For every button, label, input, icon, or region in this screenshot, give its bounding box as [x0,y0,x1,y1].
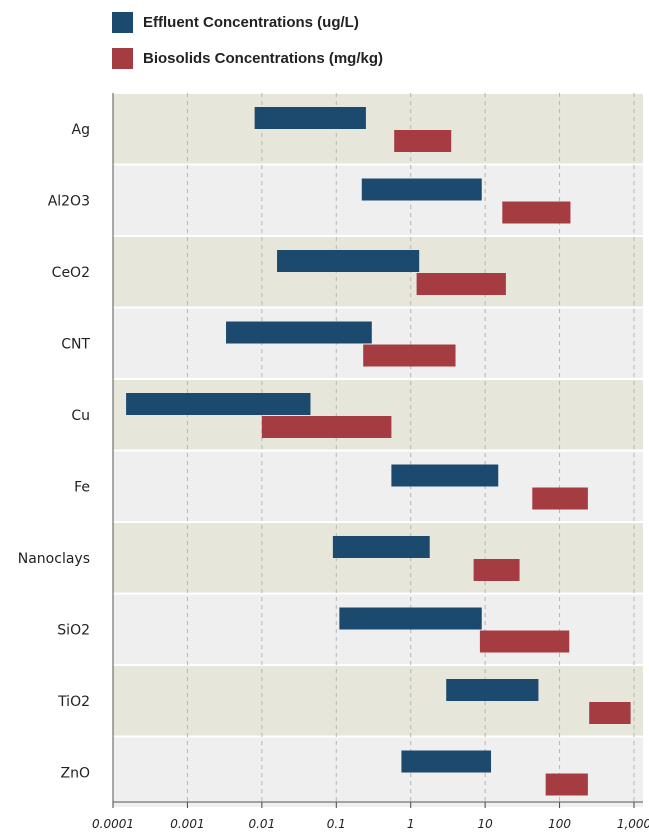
category-label: Nanoclays [18,551,90,567]
effluent-bar [226,321,372,344]
effluent-bar [277,250,420,272]
biosolids-bar [589,702,631,724]
biosolids-bar [545,773,588,796]
x-tick-label: 10 [478,817,494,831]
legend-item-biosolids: Biosolids Concentrations (mg/kg) [112,44,383,72]
effluent-bar [361,178,482,201]
row-band [113,451,643,521]
effluent-bar [391,464,499,487]
x-tick-label: 0.001 [170,817,204,831]
row-band [113,666,643,736]
legend-swatch-effluent [112,11,133,33]
category-label: Cu [71,408,90,424]
effluent-bar [126,393,311,415]
row-band [113,737,643,807]
category-label: CNT [61,336,90,352]
biosolids-bar [473,559,520,581]
row-band [113,308,643,378]
legend-item-effluent: Effluent Concentrations (ug/L) [112,8,383,36]
x-tick-label: 1,000 [617,817,649,831]
x-tick-label: 0.01 [248,817,275,831]
row-band [113,94,643,164]
effluent-bar [332,536,430,558]
category-label: CeO2 [52,265,90,281]
chart-legend: Effluent Concentrations (ug/L) Biosolids… [112,8,383,80]
x-tick-label: 100 [548,817,571,831]
legend-label-biosolids: Biosolids Concentrations (mg/kg) [143,49,384,67]
biosolids-bar [532,487,588,510]
category-label: SiO2 [57,622,90,638]
legend-label-effluent: Effluent Concentrations (ug/L) [143,13,359,31]
category-label: Fe [74,479,90,495]
biosolids-bar [479,630,570,653]
biosolids-bar [416,273,506,295]
x-tick-label: 1 [407,817,415,831]
effluent-bar [446,679,539,701]
effluent-bar [339,607,482,630]
legend-swatch-biosolids [112,47,133,69]
biosolids-bar [363,344,456,367]
x-tick-label: 0.0001 [92,817,134,831]
category-label: TiO2 [57,694,90,710]
biosolids-bar [394,130,452,152]
biosolids-bar [502,201,571,224]
category-label: Ag [72,122,90,138]
effluent-bar [401,750,492,773]
x-tick-label: 0.1 [327,817,346,831]
category-label: Al2O3 [48,193,90,209]
effluent-bar [254,107,366,129]
category-label: ZnO [61,765,90,781]
biosolids-bar [261,416,392,438]
